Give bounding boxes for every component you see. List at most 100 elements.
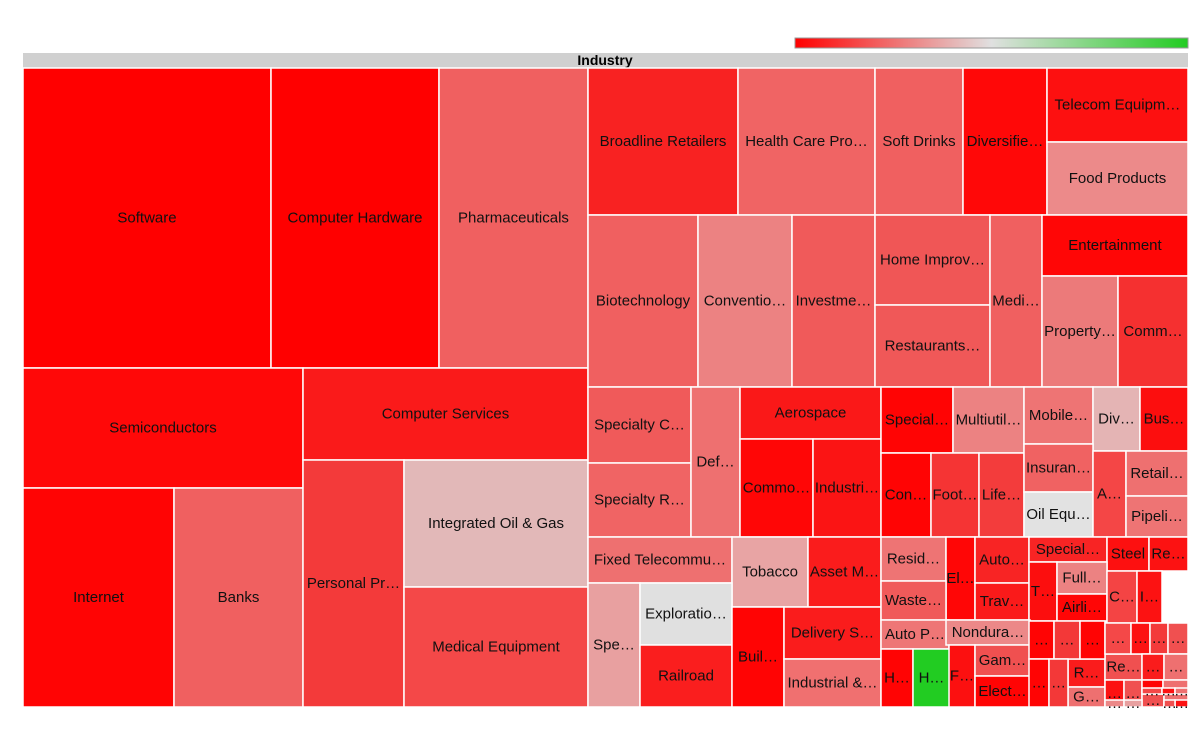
tile-group: Commo… [739,438,814,538]
tile-group: Property… [1041,275,1119,388]
treemap-tile [587,67,739,216]
tile-label: Tobacco [742,564,798,581]
treemap-tile [1041,275,1119,388]
tile-group: Medi… [989,214,1043,388]
treemap-tile [1163,699,1176,708]
tile-label: … [1169,659,1184,676]
tile-group: … [1141,683,1163,700]
tile-group: Airli… [1056,593,1108,622]
tile-label: … [1146,659,1161,676]
tile-label: Soft Drinks [882,133,955,150]
tile-label: Computer Hardware [287,210,422,227]
tile-group: Special… [1028,536,1108,563]
tile-label: Buil… [738,649,778,666]
treemap-tile [1056,561,1108,595]
tile-label: Spe… [593,637,635,654]
tile-label: … [1171,630,1186,647]
tile-group: … [1161,683,1176,700]
tile-group: Spe… [587,582,641,708]
tile-group: Aerospace [739,386,882,440]
tile-label: … [1126,695,1141,712]
tile-label: Re… [1151,546,1185,563]
tile-label: Computer Services [382,406,510,423]
tile-label: Div… [1098,411,1135,428]
tile-group: Fixed Telecommu… [587,536,733,584]
tile-group: Health Care Pro… [737,67,876,216]
tile-group: Computer Services [302,367,589,461]
tile-label: Nondura… [952,624,1025,641]
tile-label: … [1152,630,1167,647]
tile-label: Integrated Oil & Gas [428,515,564,532]
treemap-tile [1123,699,1143,708]
tile-group: A… [1092,450,1127,538]
tile-group: Industri… [812,438,882,538]
tile-label: Special… [885,412,949,429]
treemap-tile [1174,687,1189,695]
tile-group: … [1149,622,1169,655]
treemap-tile [697,214,793,388]
tile-label: Banks [218,589,260,606]
tile-group: Auto P… [880,619,950,650]
tile-label: Special… [1036,541,1100,558]
treemap-tiles: Software Computer Hardware Pharmaceuticals… [22,67,1189,712]
tile-group: Special… [880,386,954,454]
treemap-tile [880,580,947,621]
tile-group: Specialty R… [587,462,692,538]
treemap-tile [978,452,1025,538]
tile-label: Investme… [796,293,872,310]
tile-label: Health Care Pro… [745,133,868,150]
tile-group: Delivery S… [783,606,882,660]
tile-group: Broadline Retailers [587,67,739,216]
tile-group: Steel [1106,536,1150,572]
tile-label: A… [1097,486,1122,503]
tile-group: … [1163,653,1189,681]
tile-label: Conventio… [704,293,787,310]
tile-group: Computer Hardware [270,67,440,369]
tile-label: F… [950,668,974,685]
treemap-tile [962,67,1048,216]
tile-group: Personal Pr… [302,459,405,708]
tile-label: Insuran… [1026,460,1091,477]
tile-label: Exploratio… [645,606,727,623]
tile-label: Semiconductors [109,420,217,437]
tile-label: Medical Equipment [432,639,560,656]
tile-group: Asset M… [807,536,882,608]
treemap-tile [1023,491,1094,538]
tile-group: … [1048,658,1069,708]
tile-label: I… [1140,589,1159,606]
tile-label: Pipeli… [1131,508,1183,525]
tile-group: Full… [1056,561,1108,595]
tile-group: Life… [978,452,1025,538]
treemap-tile [587,462,692,538]
tile-label: Diversifie… [967,133,1044,150]
tile-group: Div… [1092,386,1141,452]
treemap-tile [1148,536,1189,572]
tile-label: Railroad [658,668,714,685]
tile-group: Internet [22,487,175,708]
tile-group: Buil… [731,606,785,708]
tile-group: Foot… [930,452,980,538]
tile-label: Delivery S… [791,625,874,642]
tile-label: El… [946,570,974,587]
tile-group: Railroad [639,644,733,708]
tile-group: Biotechnology [587,214,699,388]
tile-group: Oil Equ… [1023,491,1094,538]
tile-group: Integrated Oil & Gas [403,459,589,588]
treemap-tile [783,606,882,660]
tile-group: Con… [880,452,932,538]
tile-label: … [1133,630,1148,647]
tile-label: … [1060,632,1075,649]
tile-group: … [1162,695,1177,712]
tile-group: Food Products [1046,141,1189,216]
treemap-tile [737,67,876,216]
tile-label: Gam… [979,652,1027,669]
tile-group: … [1104,695,1125,712]
treemap-tile [22,367,304,489]
tile-group: … [1141,692,1165,709]
tile-label: Auto P… [885,626,945,643]
tile-group: Industrial &… [783,658,882,708]
tile-group: Gam… [974,644,1031,677]
tile-label: Biotechnology [596,293,691,310]
tile-label: … [1107,685,1122,702]
tile-group: H… [880,648,914,708]
